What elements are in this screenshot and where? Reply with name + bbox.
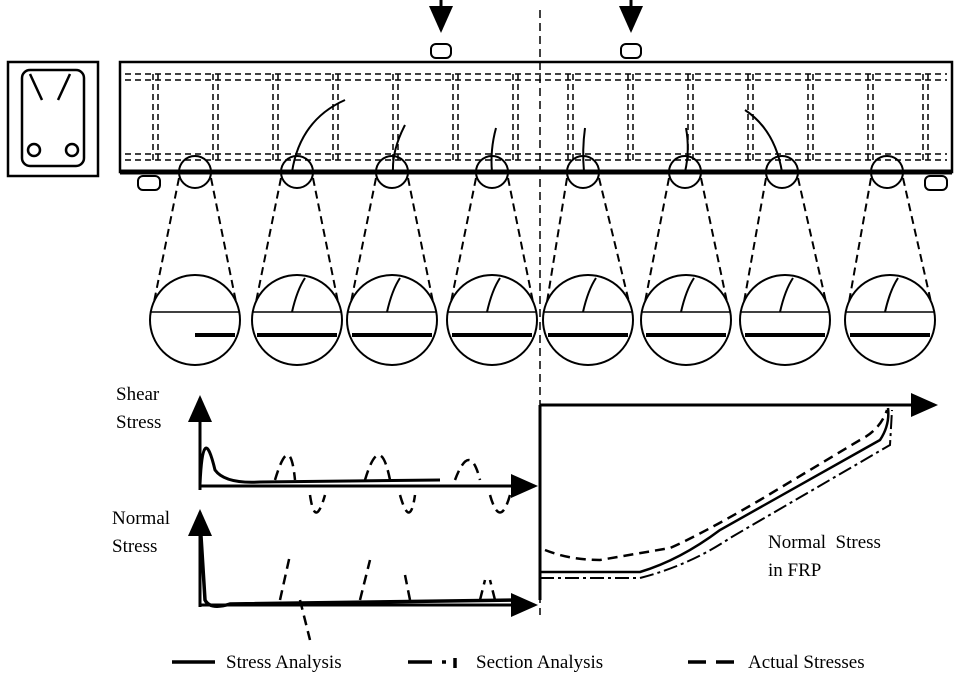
diagram: Shear Stress Normal Stress Normal Stress… [0, 0, 964, 677]
axis-label: Normal [112, 508, 170, 529]
circle-part [641, 275, 731, 365]
circle-part [252, 275, 342, 365]
axis-label: Shear [116, 384, 160, 405]
circle-part [543, 275, 633, 365]
loads [138, 0, 947, 190]
axis-label: in FRP [768, 560, 821, 581]
axis-label: Normal Stress [768, 532, 881, 553]
circle-part [150, 275, 240, 365]
legend-label: Section Analysis [476, 652, 603, 673]
axis-label: Stress [112, 536, 157, 557]
legend-label: Actual Stresses [748, 652, 865, 673]
axis-label: Stress [116, 412, 161, 433]
cross-section [8, 62, 98, 176]
circle-part [740, 275, 830, 365]
labels: Shear Stress Normal Stress Normal Stress… [112, 384, 881, 581]
detail-circles [150, 156, 935, 365]
circle-part [447, 275, 537, 365]
legend-label: Stress Analysis [226, 652, 342, 673]
circle-part [845, 275, 935, 365]
beam [120, 62, 952, 172]
circle-part [347, 275, 437, 365]
legend: Stress Analysis Section Analysis Actual … [172, 652, 865, 673]
